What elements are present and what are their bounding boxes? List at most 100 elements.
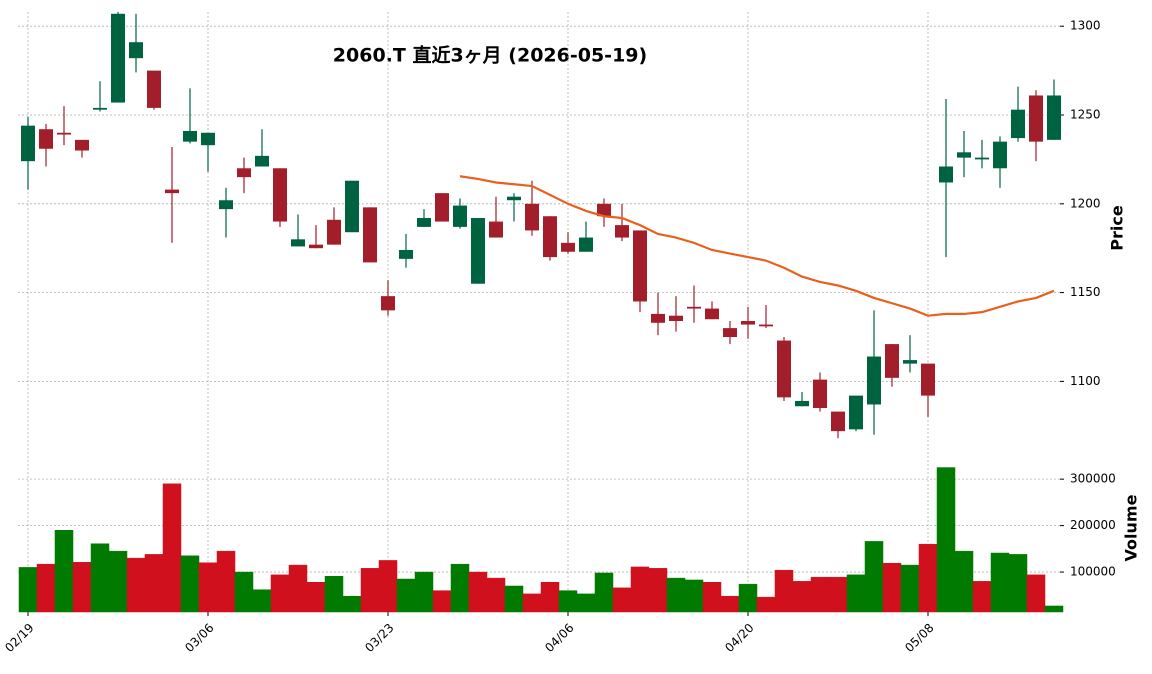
volume-bar — [198, 562, 218, 613]
volume-bar — [918, 543, 938, 613]
candle-body — [777, 340, 791, 398]
candle-body — [399, 249, 413, 259]
volume-bar — [288, 564, 308, 613]
candle-body — [975, 157, 989, 160]
y2-tick-label: 300000 — [1070, 472, 1116, 486]
candle-body — [597, 203, 611, 217]
volume-bar — [1044, 605, 1064, 613]
candle-body — [723, 328, 737, 337]
candle-body — [237, 168, 251, 178]
volume-bar — [306, 582, 326, 613]
volume-bar — [216, 550, 236, 613]
candle-body — [21, 125, 35, 162]
candle-body — [525, 203, 539, 231]
volume-bar — [828, 576, 848, 613]
candle-body — [75, 139, 89, 151]
candle-body — [831, 411, 845, 432]
candle-body — [219, 200, 233, 210]
volume-bar — [666, 577, 686, 613]
candle-body — [669, 315, 683, 322]
volume-bar — [36, 563, 56, 613]
candle-body — [471, 218, 485, 284]
volume-bar — [360, 568, 380, 613]
candle-body — [147, 70, 161, 108]
candle-body — [309, 244, 323, 249]
y-tick-label: 1250 — [1070, 108, 1101, 122]
volume-bar — [234, 571, 254, 613]
volume-bar — [738, 583, 758, 613]
volume-bar — [702, 582, 722, 613]
volume-bar — [54, 529, 74, 613]
x-tick-label: 05/08 — [902, 621, 936, 655]
volume-bar — [414, 571, 434, 613]
volume-bar — [990, 552, 1010, 613]
volume-axis-label: Volume — [1122, 494, 1141, 561]
volume-bar — [846, 574, 866, 613]
volume-bar — [900, 564, 920, 613]
candle-body — [1029, 95, 1043, 142]
chart-title: 2060.T 直近3ヶ月 (2026-05-19) — [333, 44, 647, 67]
volume-bar — [558, 590, 578, 613]
candle-body — [345, 180, 359, 233]
candle-body — [741, 321, 755, 325]
candle-body — [57, 132, 71, 135]
volume-bar — [612, 587, 632, 613]
x-tick-label: 03/06 — [182, 621, 216, 655]
volume-bar — [756, 596, 776, 613]
candle-body — [921, 363, 935, 396]
volume-bar — [1008, 554, 1028, 613]
volume-bar — [396, 578, 416, 613]
candle-body — [93, 107, 107, 110]
volume-bar — [432, 590, 452, 613]
volume-bar — [450, 563, 470, 613]
candle-body — [417, 218, 431, 227]
candle-body — [489, 221, 503, 238]
candle-body — [129, 42, 143, 59]
volume-bar — [576, 593, 596, 613]
volume-bar — [162, 483, 182, 613]
volume-bar — [954, 550, 974, 613]
candle-body — [885, 344, 899, 378]
y-tick-label: 1100 — [1070, 374, 1101, 388]
candle-body — [543, 216, 557, 258]
volume-bar — [630, 566, 650, 613]
candle-body — [651, 313, 665, 323]
volume-bar — [144, 554, 164, 613]
candle-body — [273, 168, 287, 222]
candle-body — [687, 306, 701, 309]
volume-bar — [522, 593, 542, 613]
x-tick-label: 03/23 — [362, 621, 396, 655]
candle-body — [1047, 95, 1061, 140]
volume-bar — [72, 562, 92, 613]
candle-body — [957, 152, 971, 158]
x-tick-label: 04/06 — [542, 621, 576, 655]
volume-bar — [90, 543, 110, 613]
volume-bar — [108, 550, 128, 613]
volume-bar — [864, 541, 884, 613]
x-tick-label: 04/20 — [722, 621, 756, 655]
y-tick-label: 1150 — [1070, 285, 1101, 299]
candle-body — [993, 141, 1007, 169]
candle-body — [255, 155, 269, 167]
candle-body — [183, 130, 197, 142]
candle-body — [813, 379, 827, 409]
candle-body — [165, 189, 179, 194]
y-tick-label: 1200 — [1070, 196, 1101, 210]
y2-tick-label: 100000 — [1070, 565, 1116, 579]
volume-bar — [882, 562, 902, 613]
candle-body — [633, 230, 647, 302]
y-tick-label: 1300 — [1070, 19, 1101, 33]
candle-body — [867, 356, 881, 405]
y2-tick-label: 200000 — [1070, 518, 1116, 532]
volume-bar — [972, 581, 992, 613]
candle-body — [453, 205, 467, 227]
candle-body — [201, 132, 215, 146]
volume-bar — [594, 572, 614, 613]
candle-body — [363, 207, 377, 263]
candle-body — [291, 239, 305, 247]
volume-bar — [126, 557, 146, 613]
volume-bar — [684, 579, 704, 613]
volume-bar — [648, 568, 668, 613]
price-axis-label: Price — [1108, 205, 1127, 251]
